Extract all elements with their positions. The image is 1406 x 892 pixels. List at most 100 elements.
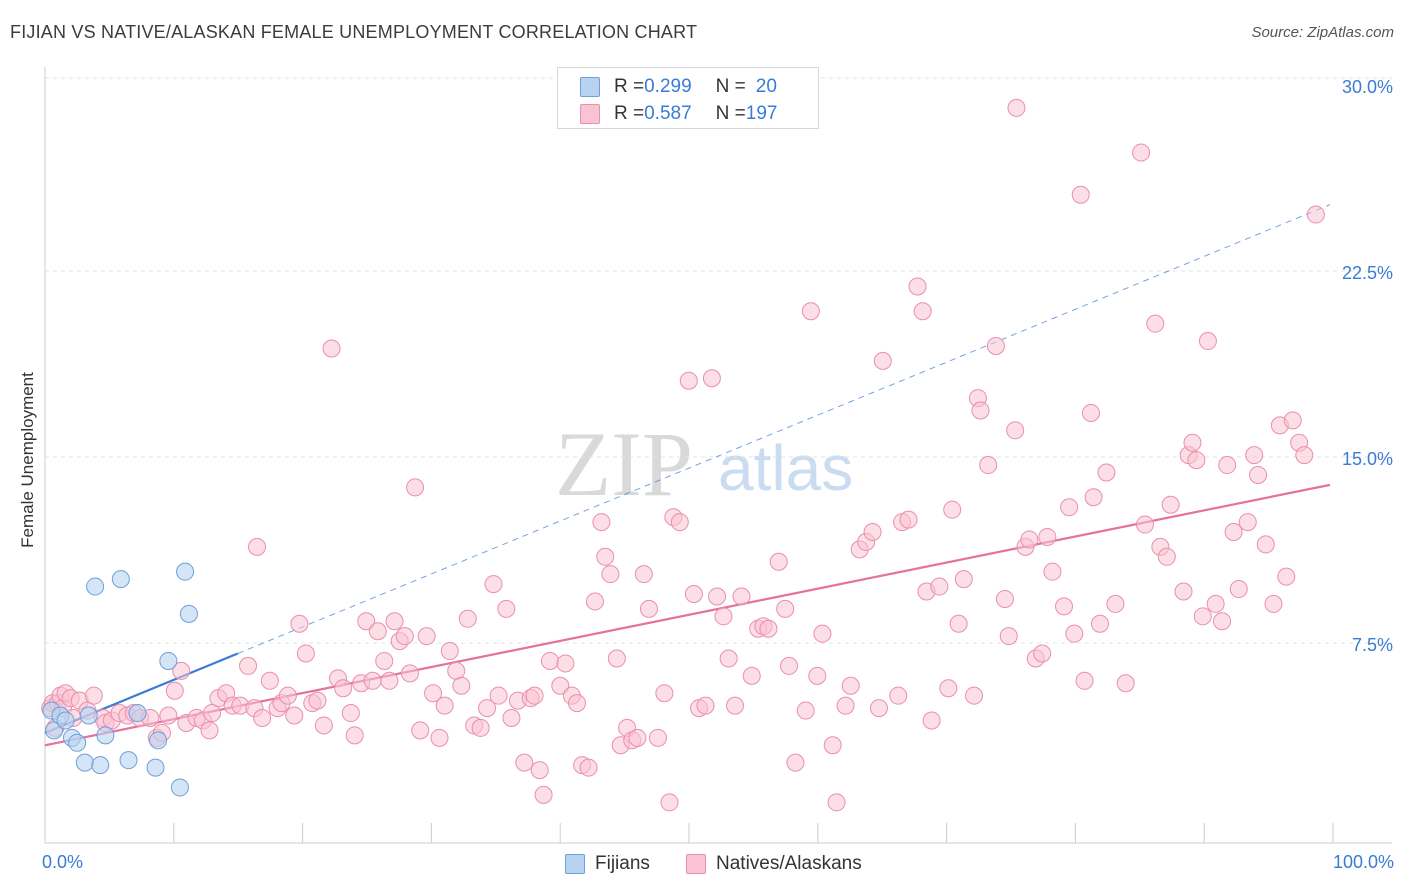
native-point — [873, 351, 892, 370]
native-point — [290, 614, 309, 633]
native-point — [1224, 523, 1243, 541]
native-point — [1218, 456, 1237, 475]
native-point — [628, 728, 647, 747]
bottom-legend-fijians: Fijians — [565, 852, 650, 876]
native-point — [954, 570, 973, 589]
native-point — [979, 456, 998, 475]
native-point — [380, 671, 399, 690]
native-point — [357, 612, 376, 631]
native-point — [1090, 614, 1109, 633]
legend-r-value: 0.299 — [644, 76, 692, 97]
native-point — [1157, 547, 1176, 566]
fijian-point — [111, 570, 130, 589]
native-point — [1213, 612, 1232, 631]
native-point — [899, 510, 918, 529]
fijian-points — [42, 562, 198, 797]
native-point — [1006, 421, 1025, 440]
native-point — [1055, 597, 1074, 616]
native-point — [314, 716, 333, 735]
fijian-point — [149, 731, 168, 750]
legend-n-value: 197 — [745, 103, 778, 124]
native-point — [1193, 607, 1212, 626]
native-point — [660, 793, 679, 812]
native-point — [541, 651, 560, 670]
native-point — [1116, 674, 1135, 693]
native-point — [639, 599, 658, 618]
chart-title: FIJIAN VS NATIVE/ALASKAN FEMALE UNEMPLOY… — [10, 22, 698, 42]
legend-r-label: R = — [614, 103, 645, 124]
native-point — [655, 684, 674, 703]
native-point — [1075, 671, 1094, 690]
native-point — [1306, 205, 1325, 224]
native-point — [1060, 498, 1079, 517]
native-point — [278, 686, 297, 705]
native-point — [1206, 594, 1225, 613]
native-point — [607, 649, 626, 668]
native-point — [684, 585, 703, 603]
native-point — [908, 277, 927, 296]
native-point — [742, 666, 761, 685]
native-point — [363, 671, 382, 690]
native-point — [502, 709, 521, 727]
fijian-point — [179, 604, 198, 623]
native-point — [592, 513, 611, 532]
native-point — [1198, 332, 1217, 351]
native-point — [939, 679, 958, 698]
y-tick-label: 7.5% — [1352, 635, 1393, 655]
fijian-point — [159, 651, 178, 670]
native-point — [478, 699, 497, 718]
native-point — [1174, 582, 1193, 601]
native-point — [159, 706, 178, 725]
native-point — [732, 587, 751, 606]
native-point — [889, 686, 908, 705]
fijian-point — [44, 721, 63, 740]
native-point — [786, 753, 805, 772]
native-point — [579, 758, 598, 777]
native-point — [497, 599, 516, 618]
native-point — [1132, 143, 1151, 162]
native-point — [400, 664, 419, 683]
native-point — [679, 371, 698, 390]
source-label: Source: ZipAtlas.com — [1251, 24, 1394, 41]
native-point — [322, 339, 341, 358]
native-point — [999, 627, 1018, 646]
fijian-trend-extension — [237, 204, 1331, 654]
native-point — [203, 704, 222, 723]
grid-lines — [45, 77, 1392, 644]
bottom-legend-label-fijians: Fijians — [595, 853, 650, 874]
native-point — [484, 575, 503, 594]
native-point — [965, 686, 984, 705]
native-point — [1245, 446, 1264, 465]
native-point — [808, 666, 827, 685]
native-point — [1256, 535, 1275, 554]
native-point — [1283, 411, 1302, 430]
native-point — [430, 728, 449, 747]
native-point — [452, 676, 471, 695]
fijian-point — [146, 758, 165, 777]
native-point — [971, 401, 990, 420]
native-point — [534, 785, 553, 804]
native-point — [634, 565, 653, 584]
native-point — [341, 704, 360, 723]
native-point — [200, 721, 219, 740]
legend-r-label: R = — [614, 76, 645, 97]
native-point — [922, 711, 941, 730]
fijian-point — [86, 577, 105, 596]
y-tick-label: 22.5% — [1342, 263, 1393, 283]
native-point — [308, 691, 327, 710]
fijian-point — [119, 751, 138, 770]
fijian-point — [91, 756, 110, 775]
native-point — [435, 696, 454, 715]
native-point — [1081, 403, 1100, 422]
native-point — [596, 547, 615, 566]
native-point — [1020, 530, 1039, 549]
legend-swatch-fijians — [580, 77, 600, 97]
bottom-legend-label-natives: Natives/Alaskans — [716, 853, 862, 874]
native-point — [585, 592, 604, 611]
native-point — [869, 699, 888, 718]
native-point — [239, 656, 258, 675]
native-point — [1106, 594, 1125, 613]
bottom-legend-swatch-fijians — [565, 854, 585, 874]
fijian-point — [68, 733, 87, 752]
native-point — [417, 627, 436, 646]
